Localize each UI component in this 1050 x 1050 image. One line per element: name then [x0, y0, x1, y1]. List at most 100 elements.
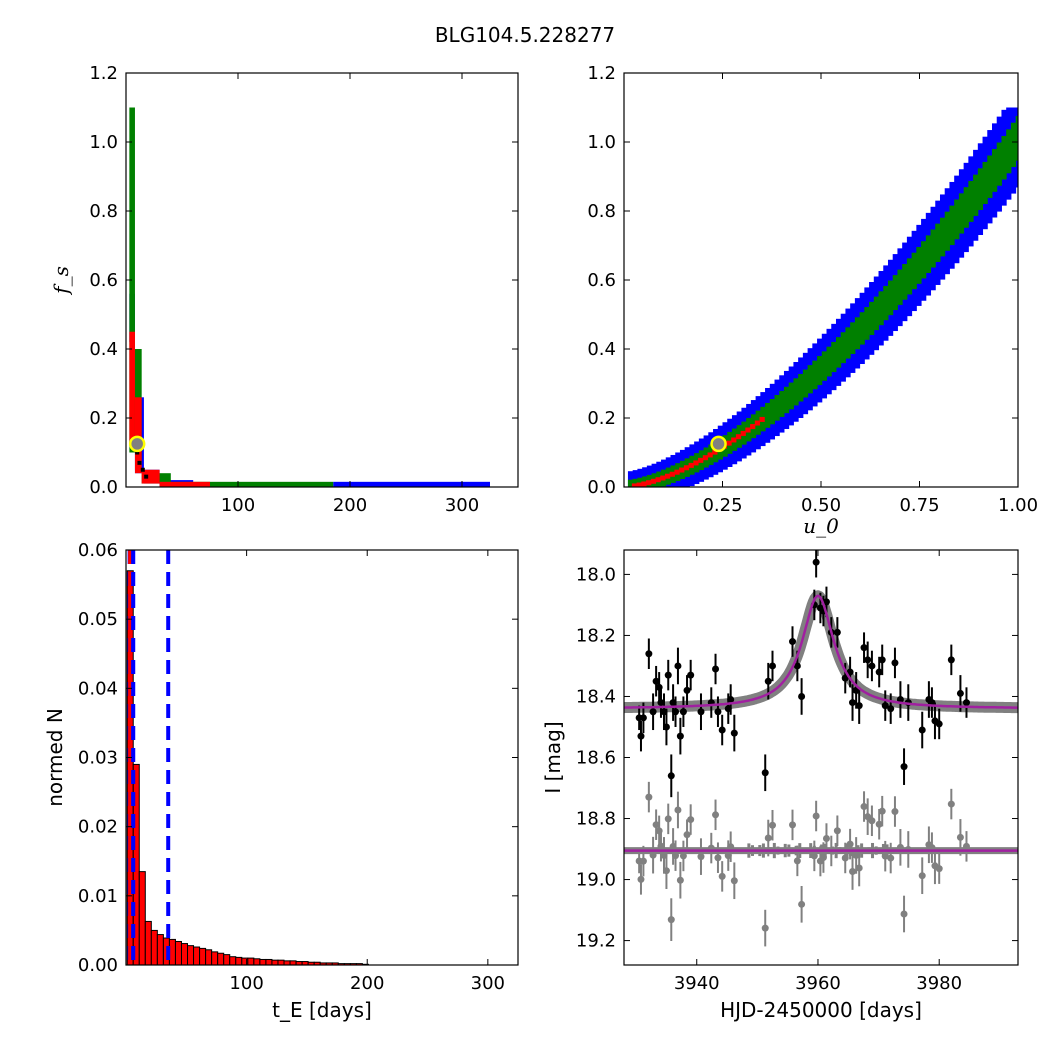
panel-lightcurve: 3940 3960 3980 18.0 18.2 18.4 18.6 18.8 19.0 19.2… — [541, 549, 1019, 1022]
histogram-bar — [217, 952, 225, 965]
contour-cell-red — [655, 477, 661, 483]
y-tick-label: 18.2 — [576, 625, 616, 646]
contour-cell-green — [916, 246, 922, 284]
plot-frame — [125, 72, 519, 488]
y-tick-label: 0.04 — [78, 678, 118, 699]
residual-point — [697, 853, 705, 861]
data-point — [947, 656, 955, 664]
contour-cell-green — [798, 373, 804, 402]
contour-cell-green — [637, 477, 643, 487]
contour-cell-green — [632, 478, 638, 487]
data-point — [900, 763, 908, 771]
data-point — [896, 696, 904, 704]
contour-cell-green — [906, 258, 913, 295]
residual-point — [683, 831, 691, 839]
residual-point — [812, 812, 820, 820]
contour-cell-green — [973, 174, 979, 216]
data-point — [664, 671, 672, 679]
y-tick-label: 18.8 — [576, 809, 616, 830]
contour-cell-green — [765, 402, 771, 428]
histogram-bar — [150, 929, 158, 965]
data-point — [764, 677, 772, 685]
residual-point — [819, 854, 827, 862]
contour-cell-green — [935, 223, 941, 262]
contour-cell-red — [650, 478, 657, 484]
plot-frame — [125, 549, 519, 966]
y-tick-label: 0.0 — [89, 477, 118, 498]
data-point — [812, 558, 820, 566]
histogram-bar — [156, 934, 164, 965]
data-point — [956, 689, 964, 697]
residual-point — [855, 864, 863, 872]
contour-cell-dot — [144, 474, 149, 479]
histogram-bar — [259, 958, 267, 965]
residual-point — [875, 820, 883, 828]
contour-cell-green — [845, 327, 851, 359]
contour-cell-green — [826, 346, 832, 377]
histogram-bar — [265, 958, 273, 965]
data-point — [855, 702, 863, 710]
data-point — [683, 686, 691, 694]
contour-cell-green — [783, 386, 790, 414]
y-axis-label: f_s — [49, 266, 73, 296]
data-point — [727, 696, 735, 704]
residual-point — [645, 793, 653, 801]
histogram-bar — [247, 957, 255, 965]
residual-point — [956, 833, 964, 841]
x-axis-label: t_E [days] — [272, 998, 372, 1022]
contour-cell-green — [859, 312, 865, 345]
contour-cell-green — [788, 382, 794, 410]
data-point — [878, 656, 886, 664]
contour-cell-1sigma — [134, 397, 142, 474]
data-point — [676, 732, 684, 740]
contour-cell-green — [987, 155, 993, 198]
data-point — [798, 692, 806, 700]
contour-cell-red — [660, 475, 666, 481]
contour-cell-red — [750, 424, 756, 430]
plot-area — [126, 550, 369, 965]
data-point — [789, 638, 797, 646]
residual-point — [793, 857, 801, 865]
data-point — [714, 708, 722, 716]
contour-cell-blue — [627, 471, 634, 487]
x-axis-label: u_0 — [803, 514, 839, 538]
plot-area — [624, 550, 1018, 947]
contour-cell-green — [840, 332, 846, 364]
plot-frame — [623, 549, 1019, 966]
contour-cell-green — [812, 360, 818, 390]
contour-cell-red — [754, 420, 761, 426]
data-point — [881, 702, 889, 710]
data-point — [718, 726, 726, 734]
data-point — [918, 726, 926, 734]
y-tick-label: 18.6 — [576, 748, 616, 769]
y-tick-label: 1.0 — [587, 132, 616, 153]
residual-point — [687, 816, 695, 824]
residual-point — [841, 854, 849, 862]
y-tick-label: 0.00 — [78, 955, 118, 976]
data-point — [645, 650, 653, 658]
residual-point — [891, 808, 899, 816]
histogram-bar — [277, 959, 285, 965]
histogram-bar — [193, 946, 201, 965]
y-tick-label: 0.03 — [78, 748, 118, 769]
y-axis-label: normed N — [43, 708, 67, 807]
contour-cell-red — [759, 416, 765, 422]
data-point — [667, 772, 675, 780]
contour-cell-green — [869, 301, 875, 335]
residual-point — [900, 910, 908, 918]
x-tick-label: 300 — [445, 495, 479, 516]
residual-point — [637, 875, 645, 883]
contour-cell-green — [968, 180, 974, 222]
contour-cell-green — [883, 285, 889, 321]
contour-cell-green — [793, 378, 799, 406]
data-point — [712, 665, 720, 673]
histogram-bar — [235, 956, 243, 965]
contour-cell-red — [679, 467, 685, 473]
data-point — [875, 668, 883, 676]
residual-point — [822, 835, 830, 843]
residual-point — [798, 900, 806, 908]
histogram-bar — [144, 920, 152, 965]
y-tick-label: 0.01 — [78, 886, 118, 907]
contour-cell-red — [740, 430, 746, 436]
y-tick-label: 1.2 — [89, 63, 118, 84]
